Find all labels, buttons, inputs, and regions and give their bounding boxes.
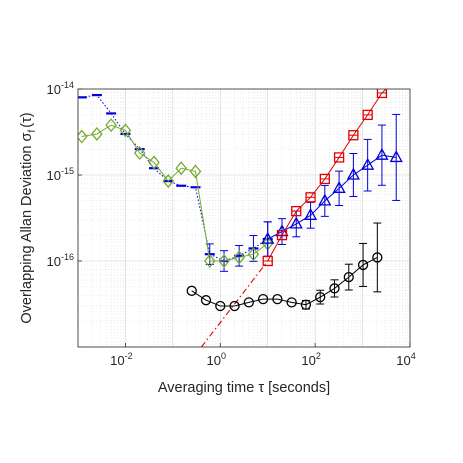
data-point [175, 161, 188, 176]
data-point [203, 253, 216, 269]
data-point [78, 129, 88, 144]
data-point [243, 297, 254, 308]
data-point [375, 147, 389, 160]
data-point [289, 216, 303, 229]
x-tick-label: 102 [301, 351, 320, 368]
series-1 [78, 118, 274, 269]
data-point [162, 174, 175, 189]
data-point [329, 283, 340, 294]
y-axis-label-sub: f [27, 130, 38, 133]
data-point [315, 291, 326, 303]
series-group [78, 75, 403, 347]
data-point [247, 247, 260, 262]
data-point [346, 167, 360, 180]
data-point [233, 250, 246, 265]
x-tick-label: 10-2 [110, 351, 132, 368]
axes-frame [77, 88, 411, 348]
data-point [133, 146, 146, 161]
x-tick-label: 104 [396, 351, 415, 368]
data-point [272, 294, 283, 305]
series-line [191, 256, 378, 307]
data-point [389, 150, 403, 163]
data-point [148, 155, 160, 170]
y-axis-label-main: Overlapping Allan Deviation σ [19, 132, 35, 323]
data-point [105, 118, 117, 133]
data-point [392, 75, 401, 84]
x-tick-label: 100 [207, 351, 226, 368]
data-point [186, 285, 197, 296]
y-tick-label: 10-15 [47, 166, 74, 183]
data-point [119, 123, 132, 138]
data-point [332, 180, 346, 193]
series-2 [261, 113, 403, 257]
x-axis-label: Averaging time τ [seconds] [158, 380, 330, 396]
data-point [229, 300, 240, 312]
data-point [257, 294, 269, 305]
data-point [343, 271, 354, 283]
data-point [318, 193, 332, 206]
data-point [303, 207, 318, 220]
y-tick-label: 10-16 [47, 252, 74, 269]
series-line [267, 154, 397, 240]
series-4 [186, 222, 383, 312]
plot-area [78, 75, 403, 347]
y-axis-label-tail: (τ) [19, 112, 35, 127]
data-point [361, 157, 375, 170]
series-line [267, 89, 387, 262]
data-point [372, 252, 383, 263]
data-point [91, 126, 103, 141]
data-point [357, 259, 369, 271]
series-3 [262, 75, 401, 267]
data-point [261, 231, 275, 244]
series-line [81, 124, 269, 262]
data-point [286, 297, 297, 308]
reference-line [200, 260, 269, 347]
data-point [200, 295, 212, 306]
data-point [218, 253, 230, 269]
data-point [189, 164, 202, 179]
tick-labels: 10-2 100 102 104 10-16 10-15 10-14 [47, 80, 416, 368]
data-point [215, 300, 226, 312]
grid [77, 89, 410, 348]
data-point [300, 299, 312, 310]
y-tick-label: 10-14 [47, 80, 74, 97]
y-axis-label: Overlapping Allan Deviation σf (τ) [19, 112, 38, 323]
